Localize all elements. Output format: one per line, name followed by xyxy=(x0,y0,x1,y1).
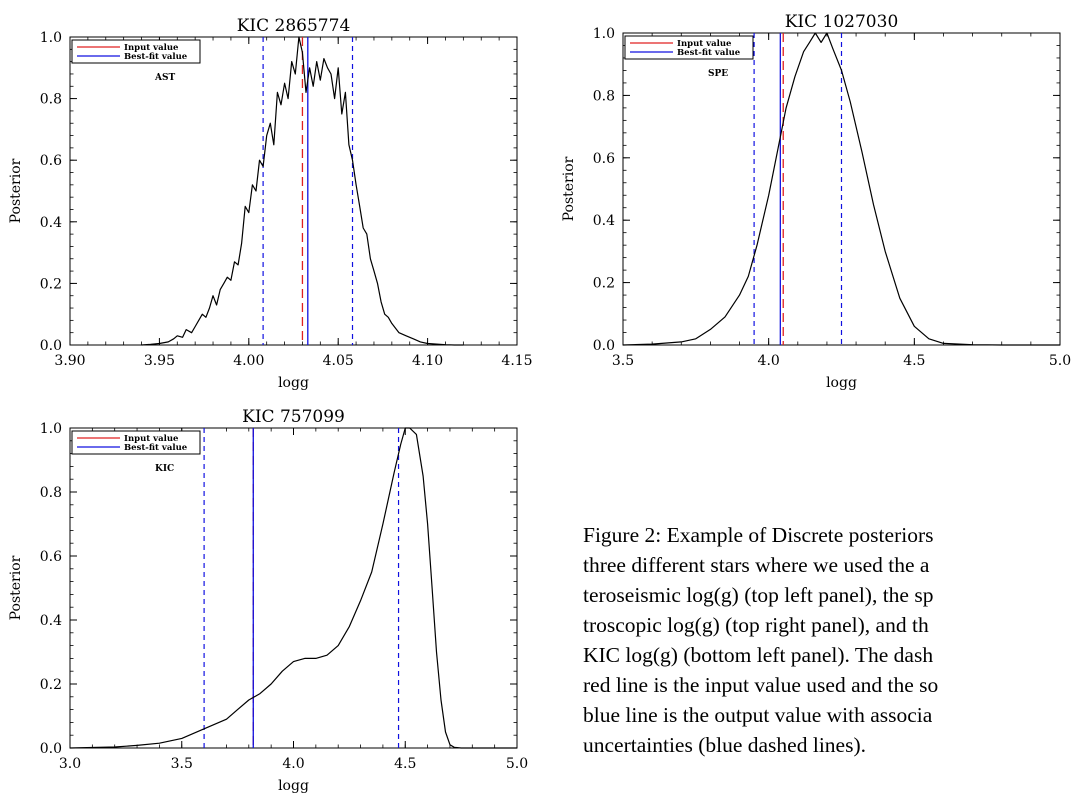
legend-box xyxy=(71,39,201,64)
y-tick-label: 1.0 xyxy=(593,26,615,42)
x-tick-label: 5.0 xyxy=(1049,353,1071,369)
posterior-curve xyxy=(69,427,517,749)
chart-panel-top-right: KIC 1027030 3.5 4.0 4.5 5.0 0.0 0.2 0.4 0.6 0.8 1.… xyxy=(560,0,1083,395)
y-tick-label: 1.0 xyxy=(40,30,62,46)
caption-line: blue line is the output value with assoc… xyxy=(583,703,933,727)
panel-annotation: KIC xyxy=(155,464,174,474)
caption-line: red line is the input value used and the… xyxy=(583,673,939,697)
y-axis-label: Posterior xyxy=(8,555,24,620)
x-tick-label: 4.5 xyxy=(394,756,416,772)
y-tick-label: 0.4 xyxy=(40,215,62,231)
y-tick-label: 0.0 xyxy=(40,741,62,757)
x-tick-label: 3.0 xyxy=(59,756,81,772)
x-tick-label: 3.5 xyxy=(612,353,634,369)
caption-line: KIC log(g) (bottom left panel). The dash xyxy=(583,643,934,667)
chart-title: KIC 1027030 xyxy=(785,12,899,32)
x-tick-label: 3.90 xyxy=(54,353,85,369)
x-tick-label: 3.95 xyxy=(144,353,175,369)
chart-title: KIC 757099 xyxy=(242,407,345,427)
panel-annotation: AST xyxy=(154,73,175,83)
caption-line: uncertainties (blue dashed lines). xyxy=(583,733,866,757)
caption-line: three different stars where we used the … xyxy=(583,553,930,577)
legend-box xyxy=(71,430,201,455)
caption-line: teroseismic log(g) (top left panel), the… xyxy=(583,583,934,607)
chart-panel-top-left: KIC 2865774 3.90 3.95 4.00 4.05 4.10 4.15 0.0 0.… xyxy=(0,0,540,395)
plot-frame xyxy=(69,427,518,749)
legend-label: Best-fit value xyxy=(124,52,188,62)
legend-label: Input value xyxy=(124,43,179,53)
y-tick-label: 0.4 xyxy=(593,213,615,229)
y-tick-label: 0.2 xyxy=(40,677,62,693)
posterior-curve xyxy=(141,36,464,346)
caption-line: troscopic log(g) (top right panel), and … xyxy=(583,613,929,637)
y-tick-label: 0.6 xyxy=(593,151,615,167)
y-tick-label: 0.4 xyxy=(40,613,62,629)
y-tick-label: 0.0 xyxy=(593,338,615,354)
x-tick-label: 4.00 xyxy=(233,353,264,369)
x-axis-label: logg xyxy=(278,375,309,391)
legend-label: Input value xyxy=(677,39,732,49)
panel-annotation: SPE xyxy=(708,69,728,79)
y-tick-label: 1.0 xyxy=(40,421,62,437)
x-tick-label: 4.0 xyxy=(758,353,780,369)
posterior-curve xyxy=(622,32,1060,346)
x-tick-label: 3.5 xyxy=(171,756,193,772)
x-axis-label: logg xyxy=(826,375,857,391)
x-tick-label: 4.05 xyxy=(323,353,354,369)
legend-box xyxy=(624,35,754,60)
chart-panel-bottom-left: KIC 757099 3.0 3.5 4.0 4.5 5.0 0.0 0.2 0.4 0.6 0.8… xyxy=(0,403,540,807)
figure-caption: Figure 2: Example of Discrete posteriors… xyxy=(583,520,1083,760)
x-tick-label: 5.0 xyxy=(506,756,528,772)
y-tick-label: 0.6 xyxy=(40,549,62,565)
y-tick-label: 0.2 xyxy=(593,276,615,292)
caption-line: Figure 2: Example of Discrete posteriors xyxy=(583,523,934,547)
chart-svg: KIC 757099 3.0 3.5 4.0 4.5 5.0 0.0 0.2 0.4 0.6 0.8… xyxy=(8,407,528,794)
y-tick-label: 0.8 xyxy=(40,92,62,108)
y-tick-label: 0.2 xyxy=(40,276,62,292)
y-axis-label: Posterior xyxy=(8,158,24,223)
chart-svg: KIC 1027030 3.5 4.0 4.5 5.0 0.0 0.2 0.4 0.6 0.8 1.… xyxy=(561,12,1071,391)
chart-svg: KIC 2865774 3.90 3.95 4.00 4.05 4.10 4.15 0.0 0.… xyxy=(8,16,533,391)
x-axis-label: logg xyxy=(278,778,309,794)
x-tick-label: 4.10 xyxy=(412,353,443,369)
y-tick-label: 0.0 xyxy=(40,338,62,354)
x-tick-label: 4.0 xyxy=(282,756,304,772)
legend-label: Best-fit value xyxy=(124,443,188,453)
chart-title: KIC 2865774 xyxy=(237,16,351,36)
y-tick-label: 0.8 xyxy=(593,88,615,104)
y-tick-label: 0.8 xyxy=(40,485,62,501)
legend-label: Best-fit value xyxy=(677,48,741,58)
y-tick-label: 0.6 xyxy=(40,153,62,169)
y-axis-label: Posterior xyxy=(561,156,577,221)
x-tick-label: 4.15 xyxy=(501,353,532,369)
legend-label: Input value xyxy=(124,434,179,444)
plot-frame xyxy=(69,36,518,346)
x-tick-label: 4.5 xyxy=(903,353,925,369)
